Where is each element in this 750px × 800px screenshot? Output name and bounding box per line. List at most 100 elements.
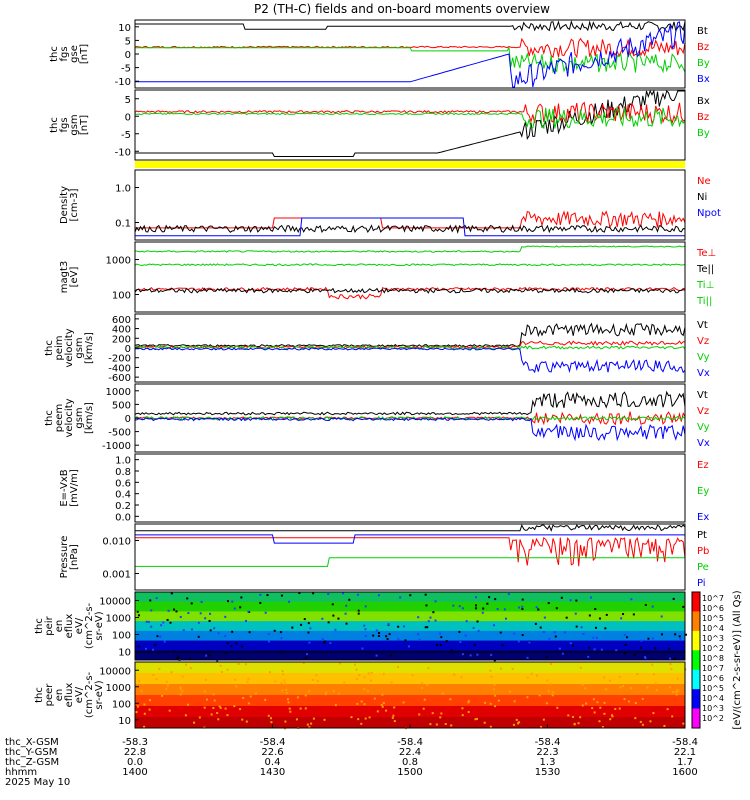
spec-speck (620, 617, 623, 620)
spec-speck (219, 664, 222, 667)
ytick-peem: 500 (112, 400, 131, 411)
spec-speck (239, 708, 242, 711)
legend-density-Ni: Ni (697, 192, 707, 203)
spec-speck (588, 614, 591, 617)
spec-speck (669, 663, 672, 666)
spec-speck (424, 626, 427, 629)
spec-speck (545, 655, 548, 658)
spec-speck (334, 704, 337, 707)
ylabel-temp: [eV] (69, 267, 80, 288)
spec-speck (182, 629, 185, 632)
xrow-value: -58.3 (122, 737, 148, 748)
ylabel-density: [cm-3] (69, 188, 80, 221)
panel-pressure: Pressure [nPa] Pt Pb Pe Pi 0.010 0.001 (59, 523, 709, 591)
series-temp-Te|| (135, 287, 685, 294)
spec-speck (140, 689, 143, 692)
spec-speck (288, 600, 291, 603)
ylabel-peem: [km/s] (84, 402, 95, 434)
ylabel-pressure: Pressure (59, 536, 70, 579)
ytick-efield: 0.6 (115, 478, 131, 489)
spec-speck (167, 609, 170, 612)
spec-speck (660, 615, 663, 618)
spec-speck (436, 643, 439, 646)
spec-speck (439, 632, 442, 635)
spec-speck (440, 712, 443, 715)
ylabel-peer: (cm^2-s- (84, 671, 95, 718)
spec-speck (474, 607, 477, 610)
spec-speck (459, 640, 462, 643)
spec-speck (307, 622, 310, 625)
spec-speck (148, 699, 151, 702)
spec-speck (490, 675, 493, 678)
series-pressure-Pt (135, 524, 685, 532)
spec-speck (623, 633, 626, 636)
spec-speck (587, 655, 590, 658)
spec-speck (274, 680, 277, 683)
spec-speck (624, 643, 627, 646)
spec-band (135, 650, 685, 661)
spec-speck (518, 606, 521, 609)
xrow-value: 0.4 (265, 757, 281, 768)
spec-speck (357, 612, 360, 615)
ytick-peim: -600 (108, 373, 131, 384)
legend-fgs-gsm-Bz: Bz (697, 112, 709, 123)
spec-speck (286, 698, 289, 701)
ylabel-peir: thc (34, 618, 45, 634)
spec-speck (231, 600, 234, 603)
spec-speck (409, 594, 412, 597)
spec-speck (364, 628, 367, 631)
series-temp-Ti|| (135, 245, 685, 253)
spec-speck (489, 725, 492, 728)
legend-fgs-gse-Bx: Bx (697, 74, 710, 85)
spec-speck (484, 701, 487, 704)
spec-speck (493, 624, 496, 627)
spec-band (135, 695, 685, 707)
spec-speck (308, 641, 311, 644)
spec-speck (426, 683, 429, 686)
ylabel-peim: thc (44, 340, 55, 356)
spec-speck (582, 633, 585, 636)
spec-speck (150, 625, 153, 628)
spec-speck (417, 616, 420, 619)
spec-speck (608, 679, 611, 682)
spec-speck (375, 654, 378, 657)
legend-pressure-Pb: Pb (697, 546, 709, 557)
ylabel-pressure: [nPa] (69, 544, 80, 570)
ylabel-peem: velocity (64, 398, 75, 437)
spec-speck (539, 626, 542, 629)
spec-speck (601, 726, 604, 729)
spec-speck (247, 702, 250, 705)
spec-speck (547, 690, 550, 693)
spec-speck (615, 649, 618, 652)
spec-speck (148, 708, 151, 711)
spec-speck (312, 592, 315, 595)
spec-speck (571, 715, 574, 718)
panel-peem: thc peem velocity gsm [km/s] Vt Vz Vy Vx 1000 500 0… (44, 383, 710, 453)
spec-speck (390, 681, 393, 684)
xrow-label-thc_X-GSM: thc_X-GSM (5, 737, 59, 748)
spec-speck (521, 605, 524, 608)
spec-speck (511, 667, 514, 670)
legend-density-Ne: Ne (697, 176, 711, 187)
spec-speck (647, 637, 650, 640)
spec-speck (569, 599, 572, 602)
xrow-value: 0.0 (127, 757, 143, 768)
spec-speck (575, 599, 578, 602)
ylabel-peer: peer (44, 683, 55, 707)
spec-speck (590, 596, 593, 599)
ytick-peir: 1000 (106, 614, 131, 625)
spec-speck (507, 593, 510, 596)
spec-speck (476, 653, 479, 656)
spec-speck (344, 612, 347, 615)
spec-speck (636, 673, 639, 676)
frame-peir (134, 591, 686, 661)
spec-speck (429, 723, 432, 726)
spec-speck (682, 605, 685, 608)
colorbar-label: [eV/(cm^2-s-sr-eV)] (All Qs) (732, 590, 743, 729)
spec-speck (390, 654, 393, 657)
spec-speck (641, 723, 644, 726)
spec-speck (407, 645, 410, 648)
spec-speck (268, 671, 271, 674)
spec-speck (676, 677, 679, 680)
legend-temp-Te||: Te|| (696, 264, 714, 275)
